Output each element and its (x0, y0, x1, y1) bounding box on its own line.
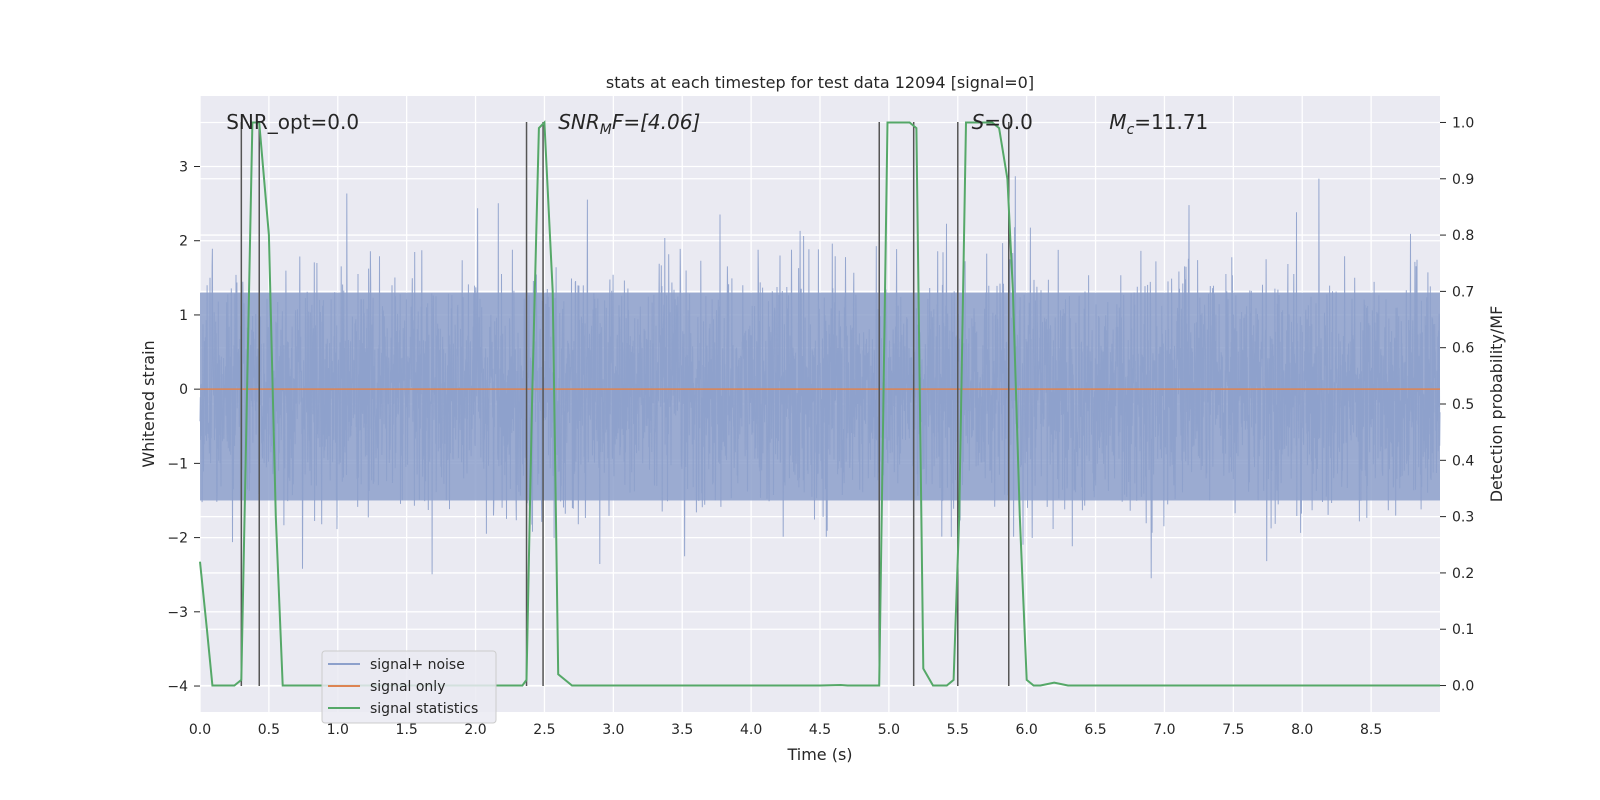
y2-tick-label: 0.0 (1452, 679, 1474, 695)
x-tick-label: 6.5 (1084, 722, 1106, 738)
x-tick-label: 1.5 (396, 722, 418, 738)
chart-title: stats at each timestep for test data 120… (606, 73, 1034, 92)
x-tick-label: 0.5 (258, 722, 280, 738)
y2-tick-label: 0.9 (1452, 172, 1474, 188)
y-tick-label: 2 (179, 234, 188, 250)
y2-tick-label: 0.2 (1452, 566, 1474, 582)
x-tick-label: 4.0 (740, 722, 762, 738)
y-axis-label: Whitened strain (139, 340, 158, 467)
y2-tick-labels: 1.0 0.9 0.8 0.7 0.6 0.5 0.4 0.3 0.2 0.1 0.0 (1440, 115, 1474, 695)
y-tick-label: −2 (167, 531, 188, 547)
x-tick-label: 3.0 (602, 722, 624, 738)
x-tick-label: 1.0 (327, 722, 349, 738)
y-tick-label: −1 (167, 456, 188, 472)
y2-tick-label: 0.3 (1452, 510, 1474, 526)
x-tick-label: 8.5 (1360, 722, 1382, 738)
legend: signal+ noise signal only signal statist… (321, 650, 497, 724)
legend-label-signal-plus-noise: signal+ noise (370, 657, 465, 673)
x-tick-label: 0.0 (189, 722, 211, 738)
x-tick-label: 2.5 (533, 722, 555, 738)
legend-label-signal-only: signal only (370, 679, 445, 695)
x-tick-label: 8.0 (1291, 722, 1313, 738)
y2-tick-label: 0.6 (1452, 341, 1474, 357)
x-tick-label: 7.0 (1153, 722, 1175, 738)
annotation-mc: Mc=11.71 (1109, 110, 1208, 138)
y-tick-label: 0 (179, 382, 188, 398)
x-tick-label: 5.5 (947, 722, 969, 738)
x-axis-label: Time (s) (786, 745, 852, 764)
annotations: SNR_opt=0.0 SNRMF=[4.06] S=0.0 Mc=11.71 (226, 110, 1208, 138)
x-tick-label: 5.0 (878, 722, 900, 738)
signal-statistics-line (199, 120, 1440, 687)
x-tick-label: 6.0 (1016, 722, 1038, 738)
signal-plus-noise-series (199, 176, 1441, 579)
x-tick-label: 4.5 (809, 722, 831, 738)
y-tick-labels: 3 2 1 0 −1 −2 −3 −4 (167, 160, 200, 695)
y2-axis-label: Detection probability/MF (1487, 306, 1506, 503)
signal-statistics-series (199, 120, 1440, 687)
y-tick-label: 1 (179, 308, 188, 324)
y-tick-label: −4 (167, 679, 188, 695)
y2-tick-label: 1.0 (1452, 115, 1474, 131)
x-tick-label: 7.5 (1222, 722, 1244, 738)
y2-tick-label: 0.8 (1452, 228, 1474, 244)
y2-tick-label: 0.1 (1452, 622, 1474, 638)
annotation-s: S=0.0 (972, 110, 1033, 134)
y2-tick-label: 0.4 (1452, 453, 1474, 469)
y-tick-label: −3 (167, 605, 188, 621)
legend-label-signal-statistics: signal statistics (370, 701, 478, 717)
x-tick-labels: 0.0 0.5 1.0 1.5 2.0 2.5 3.0 3.5 4.0 4.5 5.0 5.5 6.0 6… (189, 722, 1382, 738)
y2-tick-label: 0.7 (1452, 284, 1474, 300)
x-tick-label: 2.0 (464, 722, 486, 738)
vertical-marker-lines (240, 121, 1010, 687)
x-tick-label: 3.5 (671, 722, 693, 738)
annotation-snr-mf: SNRMF=[4.06] (558, 110, 700, 138)
annotation-snr-opt: SNR_opt=0.0 (226, 110, 359, 134)
legend-box (321, 650, 497, 724)
y2-tick-label: 0.5 (1452, 397, 1474, 413)
y-tick-label: 3 (179, 160, 188, 176)
